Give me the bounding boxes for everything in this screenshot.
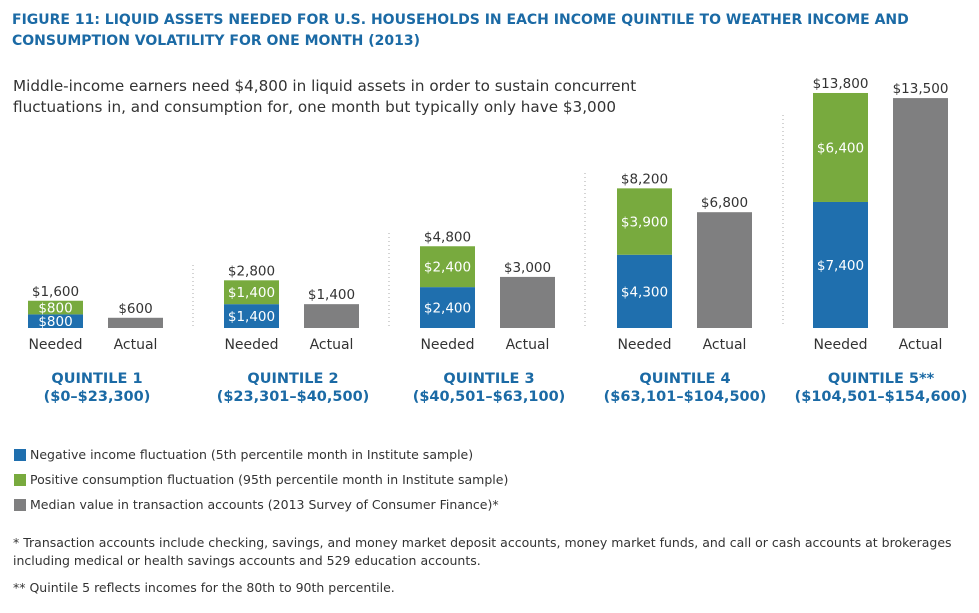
q3-negative-income-label: $2,400	[424, 301, 471, 317]
q1-group-title: QUINTILE 1	[51, 371, 142, 387]
q2-needed-total-label: $2,800	[228, 263, 275, 279]
q3-needed-category-label: Needed	[420, 337, 474, 353]
q1-group-range: ($0–$23,300)	[44, 389, 151, 405]
q2-group-range: ($23,301–$40,500)	[217, 389, 370, 405]
q4-needed-positive-consumption-bar	[617, 188, 672, 255]
q2-actual-category-label: Actual	[310, 337, 354, 353]
figure-title: FIGURE 11: LIQUID ASSETS NEEDED FOR U.S.…	[12, 12, 909, 49]
q4-actual-value-label: $6,800	[701, 195, 748, 211]
q5-actual-median-value-bar	[893, 98, 948, 328]
q4-needed-category-label: Needed	[617, 337, 671, 353]
q3-group-title: QUINTILE 3	[443, 371, 534, 387]
q1-actual-category-label: Actual	[114, 337, 158, 353]
legend-swatch-negative-income	[14, 449, 26, 461]
q2-needed-positive-consumption-bar	[224, 280, 279, 305]
q3-needed-negative-income-bar	[420, 287, 475, 328]
legend-label-median-value: Median value in transaction accounts (20…	[30, 497, 499, 512]
legend-label-negative-income: Negative income fluctuation (5th percent…	[30, 447, 474, 462]
q4-actual-category-label: Actual	[703, 337, 747, 353]
q3-needed-total-label: $4,800	[424, 229, 471, 245]
q4-needed-total-label: $8,200	[621, 171, 668, 187]
q1-positive-consumption-label: $800	[38, 301, 72, 317]
q4-positive-consumption-label: $3,900	[621, 215, 668, 231]
legend-swatch-median-value	[14, 499, 26, 511]
q3-actual-value-label: $3,000	[504, 260, 551, 276]
q5-group-range: ($104,501–$154,600)	[795, 389, 968, 405]
q3-positive-consumption-label: $2,400	[424, 260, 471, 276]
q2-positive-consumption-label: $1,400	[228, 285, 275, 301]
q5-negative-income-label: $7,400	[817, 258, 864, 274]
q3-actual-category-label: Actual	[506, 337, 550, 353]
q5-needed-negative-income-bar	[813, 201, 868, 328]
q5-needed-category-label: Needed	[813, 337, 867, 353]
q1-actual-median-value-bar	[108, 317, 163, 328]
footnote-transaction-accounts: * Transaction accounts include checking,…	[13, 535, 952, 568]
q1-needed-category-label: Needed	[28, 337, 82, 353]
q3-needed-positive-consumption-bar	[420, 246, 475, 288]
footnote-quintile-5: ** Quintile 5 reflects incomes for the 8…	[13, 580, 395, 595]
q4-group-title: QUINTILE 4	[639, 371, 730, 387]
q5-actual-value-label: $13,500	[893, 81, 949, 97]
q5-needed-total-label: $13,800	[813, 76, 869, 92]
q1-needed-total-label: $1,600	[32, 284, 79, 300]
legend-swatch-positive-consumption	[14, 474, 26, 486]
legend-label-positive-consumption: Positive consumption fluctuation (95th p…	[30, 472, 509, 487]
q5-actual-category-label: Actual	[899, 337, 943, 353]
q1-negative-income-label: $800	[38, 314, 72, 330]
q5-positive-consumption-label: $6,400	[817, 140, 864, 156]
q4-group-range: ($63,101–$104,500)	[604, 389, 767, 405]
chart-subtitle: Middle-income earners need $4,800 in liq…	[13, 77, 637, 116]
q1-needed-negative-income-bar	[28, 314, 83, 328]
q2-group-title: QUINTILE 2	[247, 371, 338, 387]
footnotes: * Transaction accounts include checking,…	[13, 534, 963, 606]
q4-needed-negative-income-bar	[617, 254, 672, 328]
q2-negative-income-label: $1,400	[228, 309, 275, 325]
q2-needed-negative-income-bar	[224, 304, 279, 328]
q5-needed-positive-consumption-bar	[813, 92, 868, 202]
q1-actual-value-label: $600	[118, 301, 152, 317]
q2-needed-category-label: Needed	[224, 337, 278, 353]
q4-actual-median-value-bar	[697, 212, 752, 328]
q5-group-title: QUINTILE 5**	[828, 371, 935, 387]
q2-actual-median-value-bar	[304, 304, 359, 328]
q1-needed-positive-consumption-bar	[28, 300, 83, 315]
q4-negative-income-label: $4,300	[621, 284, 668, 300]
q3-actual-median-value-bar	[500, 276, 555, 328]
q3-group-range: ($40,501–$63,100)	[413, 389, 566, 405]
q2-actual-value-label: $1,400	[308, 287, 355, 303]
